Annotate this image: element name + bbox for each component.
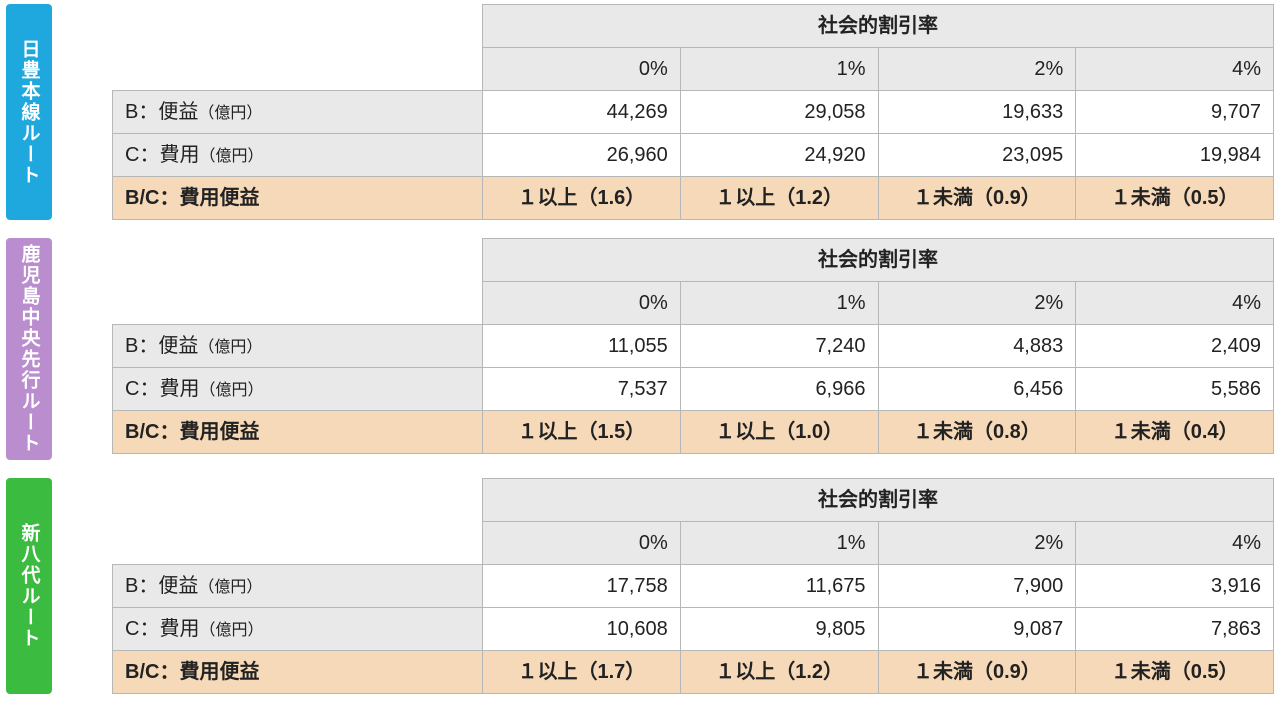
blank-header — [113, 479, 483, 565]
column-header: 2% — [878, 522, 1076, 565]
blank-header — [113, 239, 483, 325]
group-header: 社会的割引率 — [483, 5, 1274, 48]
row-header: B：便益（億円） — [113, 565, 483, 608]
row-header: B/C：費用便益 — [113, 411, 483, 454]
row-header: B/C：費用便益 — [113, 177, 483, 220]
value-cell: １未満（0.4） — [1076, 411, 1274, 454]
route-block: 鹿児島中央先行ルート社会的割引率0%1%2%4%B：便益（億円）11,0557,… — [6, 238, 1274, 460]
table-wrap: 社会的割引率0%1%2%4%B：便益（億円）11,0557,2404,8832,… — [52, 238, 1274, 460]
value-cell: １未満（0.9） — [878, 177, 1076, 220]
row-header-label: B/C：費用便益 — [125, 421, 259, 443]
row-header: B：便益（億円） — [113, 325, 483, 368]
value-cell: 23,095 — [878, 134, 1076, 177]
value-cell: 19,633 — [878, 91, 1076, 134]
row-header-label: C：費用 — [125, 378, 199, 400]
value-cell: １以上（1.6） — [483, 177, 681, 220]
value-cell: 6,456 — [878, 368, 1076, 411]
value-cell: １未満（0.8） — [878, 411, 1076, 454]
value-cell: 24,920 — [680, 134, 878, 177]
value-cell: １未満（0.5） — [1076, 651, 1274, 694]
value-cell: 7,537 — [483, 368, 681, 411]
column-header: 1% — [680, 282, 878, 325]
row-header: B/C：費用便益 — [113, 651, 483, 694]
column-header: 2% — [878, 48, 1076, 91]
row-header: C：費用（億円） — [113, 134, 483, 177]
value-cell: 7,900 — [878, 565, 1076, 608]
value-cell: 7,863 — [1076, 608, 1274, 651]
cost-benefit-table: 社会的割引率0%1%2%4%B：便益（億円）11,0557,2404,8832,… — [112, 238, 1274, 454]
table-wrap: 社会的割引率0%1%2%4%B：便益（億円）17,75811,6757,9003… — [52, 478, 1274, 694]
value-cell: 26,960 — [483, 134, 681, 177]
value-cell: 9,707 — [1076, 91, 1274, 134]
value-cell: 11,055 — [483, 325, 681, 368]
row-header: C：費用（億円） — [113, 368, 483, 411]
row-header-label: B/C：費用便益 — [125, 661, 259, 683]
column-header: 4% — [1076, 48, 1274, 91]
column-header: 0% — [483, 48, 681, 91]
unit-label: （億円） — [199, 622, 263, 639]
unit-label: （億円） — [198, 339, 262, 356]
value-cell: 2,409 — [1076, 325, 1274, 368]
value-cell: 11,675 — [680, 565, 878, 608]
route-label: 日豊本線ルート — [6, 4, 52, 220]
unit-label: （億円） — [199, 148, 263, 165]
value-cell: １未満（0.5） — [1076, 177, 1274, 220]
value-cell: 4,883 — [878, 325, 1076, 368]
column-header: 1% — [680, 522, 878, 565]
route-block: 新八代ルート社会的割引率0%1%2%4%B：便益（億円）17,75811,675… — [6, 478, 1274, 694]
column-header: 4% — [1076, 282, 1274, 325]
value-cell: 7,240 — [680, 325, 878, 368]
unit-label: （億円） — [198, 105, 262, 122]
row-header-label: B：便益 — [125, 335, 198, 357]
cost-benefit-table: 社会的割引率0%1%2%4%B：便益（億円）17,75811,6757,9003… — [112, 478, 1274, 694]
value-cell: 6,966 — [680, 368, 878, 411]
value-cell: １以上（1.2） — [680, 651, 878, 694]
unit-label: （億円） — [199, 382, 263, 399]
routes-container: 日豊本線ルート社会的割引率0%1%2%4%B：便益（億円）44,26929,05… — [6, 4, 1274, 694]
row-header: C：費用（億円） — [113, 608, 483, 651]
row-header-label: C：費用 — [125, 618, 199, 640]
value-cell: １未満（0.9） — [878, 651, 1076, 694]
table-wrap: 社会的割引率0%1%2%4%B：便益（億円）44,26929,05819,633… — [52, 4, 1274, 220]
cost-benefit-table: 社会的割引率0%1%2%4%B：便益（億円）44,26929,05819,633… — [112, 4, 1274, 220]
value-cell: 29,058 — [680, 91, 878, 134]
blank-header — [113, 5, 483, 91]
row-header-label: C：費用 — [125, 144, 199, 166]
column-header: 2% — [878, 282, 1076, 325]
value-cell: １以上（1.5） — [483, 411, 681, 454]
row-header: B：便益（億円） — [113, 91, 483, 134]
unit-label: （億円） — [198, 579, 262, 596]
value-cell: 5,586 — [1076, 368, 1274, 411]
value-cell: 9,087 — [878, 608, 1076, 651]
value-cell: 9,805 — [680, 608, 878, 651]
row-header-label: B：便益 — [125, 575, 198, 597]
value-cell: １以上（1.0） — [680, 411, 878, 454]
group-header: 社会的割引率 — [483, 479, 1274, 522]
value-cell: １以上（1.7） — [483, 651, 681, 694]
value-cell: 19,984 — [1076, 134, 1274, 177]
route-label: 鹿児島中央先行ルート — [6, 238, 52, 460]
column-header: 0% — [483, 522, 681, 565]
value-cell: １以上（1.2） — [680, 177, 878, 220]
route-block: 日豊本線ルート社会的割引率0%1%2%4%B：便益（億円）44,26929,05… — [6, 4, 1274, 220]
column-header: 1% — [680, 48, 878, 91]
value-cell: 17,758 — [483, 565, 681, 608]
row-header-label: B/C：費用便益 — [125, 187, 259, 209]
column-header: 0% — [483, 282, 681, 325]
group-header: 社会的割引率 — [483, 239, 1274, 282]
value-cell: 10,608 — [483, 608, 681, 651]
route-label: 新八代ルート — [6, 478, 52, 694]
value-cell: 3,916 — [1076, 565, 1274, 608]
value-cell: 44,269 — [483, 91, 681, 134]
column-header: 4% — [1076, 522, 1274, 565]
row-header-label: B：便益 — [125, 101, 198, 123]
